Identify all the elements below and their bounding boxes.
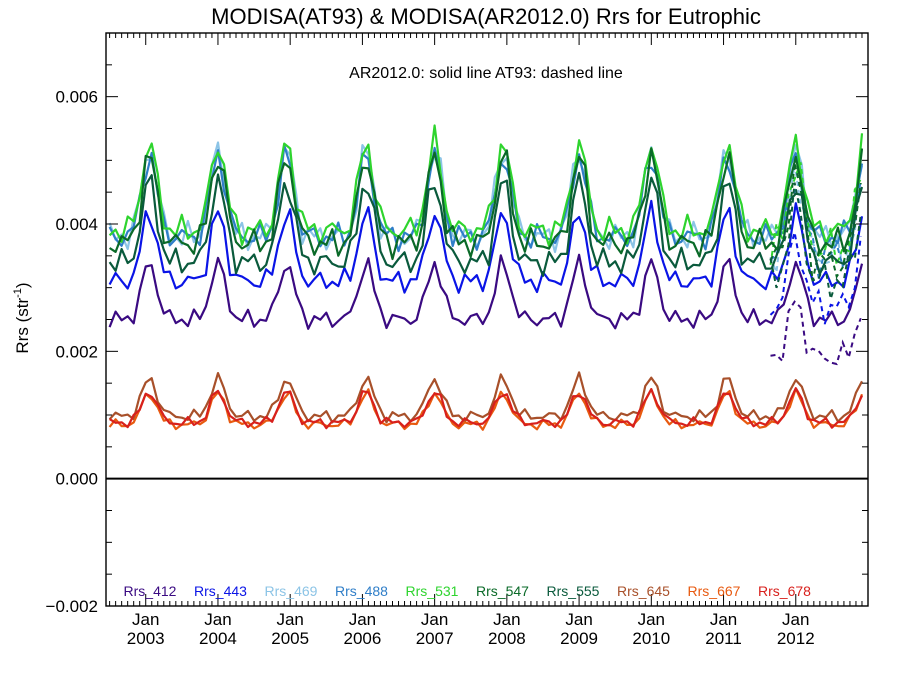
legend-item-rrs_645: Rrs_645 <box>617 583 670 599</box>
y-axis-label-sup: -1 <box>12 288 24 298</box>
x-tick-label-year: 2004 <box>199 629 237 648</box>
series-dashed-line-rrs_443 <box>769 232 862 325</box>
x-tick-label-year: 2010 <box>632 629 670 648</box>
legend-item-rrs_469: Rrs_469 <box>265 583 318 599</box>
x-tick-label-year: 2008 <box>488 629 526 648</box>
y-axis-label: Rrs (str-1) <box>12 282 32 353</box>
x-tick-label-year: 2005 <box>271 629 309 648</box>
y-axis-label-main: Rrs (str <box>13 298 32 354</box>
x-tick-label-month: Jan <box>565 610 592 629</box>
x-tick-label-year: 2007 <box>416 629 454 648</box>
chart-title: MODISA(AT93) & MODISA(AR2012.0) Rrs for … <box>211 4 761 29</box>
series-line-rrs_555 <box>108 171 864 277</box>
x-tick-label-year: 2003 <box>127 629 165 648</box>
x-tick-label-month: Jan <box>782 610 809 629</box>
y-tick-label: 0.004 <box>55 215 98 234</box>
y-tick-label: 0.002 <box>55 342 98 361</box>
x-tick-label-month: Jan <box>132 610 159 629</box>
series-line-rrs_412 <box>108 253 864 330</box>
legend-item-rrs_667: Rrs_667 <box>688 583 741 599</box>
series-dashed-line-rrs_412 <box>770 300 862 366</box>
legend-item-rrs_488: Rrs_488 <box>335 583 388 599</box>
legend-item-rrs_531: Rrs_531 <box>406 583 459 599</box>
x-tick-label-month: Jan <box>710 610 737 629</box>
x-tick-label-month: Jan <box>276 610 303 629</box>
y-tick-label: −0.002 <box>46 597 98 616</box>
x-tick-label-year: 2006 <box>343 629 381 648</box>
series-dashed-line-rrs_547 <box>769 162 862 282</box>
series-line-rrs_678 <box>109 387 863 430</box>
plot-frame <box>105 32 869 607</box>
series-line-rrs_443 <box>108 199 864 294</box>
x-tick-label-month: Jan <box>493 610 520 629</box>
y-tick-label: 0.006 <box>55 88 98 107</box>
x-tick-label-year: 2011 <box>705 629 742 648</box>
series-line-rrs_547 <box>109 147 864 261</box>
series-line-rrs_645 <box>108 371 863 424</box>
series-line-rrs_531 <box>108 124 864 247</box>
x-tick-label-month: Jan <box>204 610 231 629</box>
legend-item-rrs_412: Rrs_412 <box>124 583 177 599</box>
y-axis-label-end: ) <box>13 282 32 288</box>
x-tick-label-month: Jan <box>421 610 448 629</box>
series-line-rrs_667 <box>108 387 864 431</box>
legend-item-rrs_547: Rrs_547 <box>476 583 529 599</box>
legend-item-rrs_678: Rrs_678 <box>758 583 811 599</box>
x-tick-label-month: Jan <box>638 610 665 629</box>
legend-item-rrs_555: Rrs_555 <box>547 583 600 599</box>
legend-item-rrs_443: Rrs_443 <box>194 583 247 599</box>
y-tick-label: 0.000 <box>55 470 98 489</box>
x-tick-label-year: 2012 <box>777 629 815 648</box>
x-tick-label-year: 2009 <box>560 629 598 648</box>
chart-annotation: AR2012.0: solid line AT93: dashed line <box>349 65 623 82</box>
series-dashed-line-rrs_555 <box>769 182 862 300</box>
x-tick-label-month: Jan <box>349 610 376 629</box>
